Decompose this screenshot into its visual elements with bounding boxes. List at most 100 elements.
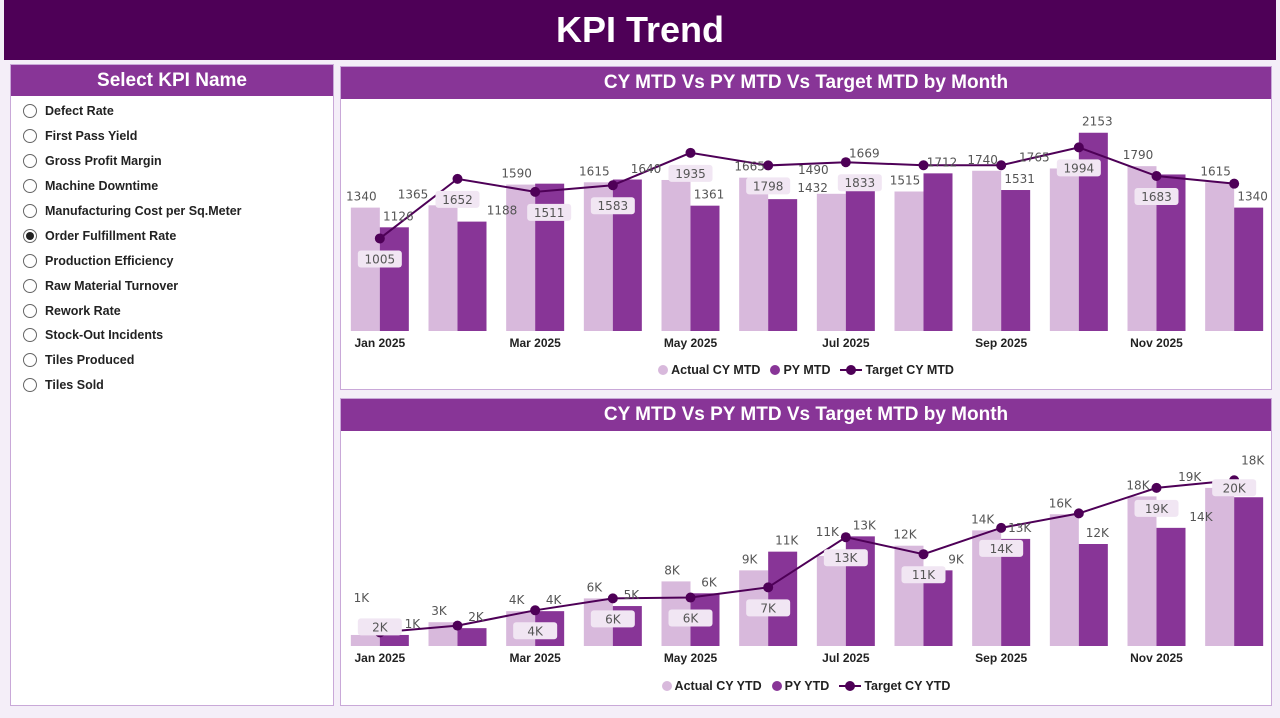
data-label-actual: 9K (742, 552, 759, 566)
target-point[interactable] (452, 173, 463, 184)
bar-actual[interactable] (350, 634, 380, 646)
data-label-target: 7K (760, 601, 777, 615)
bar-py[interactable] (379, 227, 409, 331)
target-point[interactable] (607, 180, 618, 191)
kpi-option[interactable]: Raw Material Turnover (11, 273, 333, 298)
target-point[interactable] (840, 532, 851, 543)
target-point[interactable] (374, 233, 385, 244)
target-point[interactable] (763, 582, 774, 593)
target-point[interactable] (840, 157, 851, 168)
bar-py[interactable] (379, 634, 409, 646)
bar-actual[interactable] (894, 191, 924, 331)
kpi-option[interactable]: Defect Rate (11, 99, 333, 124)
bar-py[interactable] (923, 173, 953, 331)
kpi-option[interactable]: Production Efficiency (11, 248, 333, 273)
target-point[interactable] (1229, 178, 1240, 189)
target-point[interactable] (530, 186, 541, 197)
kpi-option-label: Raw Material Turnover (45, 278, 179, 293)
target-point[interactable] (1151, 482, 1162, 493)
radio-icon[interactable] (23, 253, 37, 268)
target-point[interactable] (452, 620, 463, 631)
bar-py[interactable] (690, 205, 720, 331)
chart-legend: Actual CY YTD PY YTD Target CY YTD (341, 679, 1271, 693)
kpi-option[interactable]: Stock-Out Incidents (11, 323, 333, 348)
radio-icon[interactable] (23, 278, 37, 293)
data-label-py: 13K (1008, 521, 1032, 535)
data-label-py: 18K (1241, 453, 1265, 467)
bar-actual[interactable] (739, 177, 769, 331)
kpi-option[interactable]: First Pass Yield (11, 124, 333, 149)
bar-actual[interactable] (661, 179, 691, 331)
data-label-py: 1361 (694, 188, 725, 202)
data-label-actual: 1765 (1019, 150, 1050, 164)
kpi-option[interactable]: Rework Rate (11, 298, 333, 323)
legend-item-py[interactable]: PY YTD (771, 679, 829, 693)
radio-icon[interactable] (23, 129, 37, 144)
target-point[interactable] (1073, 142, 1084, 153)
bar-actual[interactable] (816, 193, 846, 331)
bar-actual[interactable] (1205, 487, 1235, 646)
radio-icon[interactable] (23, 204, 37, 218)
legend-item-actual[interactable]: Actual CY YTD (661, 679, 762, 693)
bar-py[interactable] (768, 199, 798, 331)
bar-py[interactable] (1001, 190, 1031, 331)
target-point[interactable] (685, 147, 696, 158)
kpi-option[interactable]: Manufacturing Cost per Sq.Meter (11, 199, 333, 224)
target-point[interactable] (685, 592, 696, 603)
bar-py[interactable] (845, 177, 875, 331)
radio-icon[interactable] (23, 353, 37, 368)
data-label-box (590, 197, 635, 215)
target-point[interactable] (1151, 171, 1162, 182)
data-label-box (1134, 188, 1179, 206)
bar-py[interactable] (1078, 544, 1108, 646)
target-point[interactable] (607, 593, 618, 604)
bar-py[interactable] (1156, 527, 1186, 646)
legend-item-target[interactable]: Target CY MTD (840, 363, 954, 377)
legend-item-actual[interactable]: Actual CY MTD (658, 363, 760, 377)
target-point[interactable] (918, 549, 929, 560)
kpi-option[interactable]: Machine Downtime (11, 174, 333, 199)
target-point[interactable] (1073, 508, 1084, 519)
data-label-actual: 1665 (734, 160, 765, 174)
data-label-py: 1126 (383, 209, 414, 223)
legend-item-py[interactable]: PY MTD (770, 363, 830, 377)
bar-actual[interactable] (1127, 496, 1157, 646)
target-point[interactable] (996, 160, 1007, 171)
bar-py[interactable] (768, 551, 798, 646)
bar-actual[interactable] (972, 170, 1002, 331)
kpi-option[interactable]: Tiles Produced (11, 348, 333, 373)
kpi-option[interactable]: Order Fulfillment Rate (11, 223, 333, 248)
target-point[interactable] (996, 522, 1007, 533)
kpi-option[interactable]: Gross Profit Margin (11, 149, 333, 174)
radio-icon[interactable] (23, 328, 37, 343)
target-point[interactable] (763, 160, 774, 171)
radio-icon[interactable] (23, 303, 37, 318)
target-point[interactable] (530, 605, 541, 616)
data-label-py: 2153 (1082, 115, 1113, 129)
radio-icon[interactable] (23, 104, 37, 119)
radio-selected-icon[interactable] (23, 228, 37, 243)
kpi-option[interactable]: Tiles Sold (11, 373, 333, 398)
target-point[interactable] (918, 160, 929, 171)
data-label-box (435, 190, 480, 208)
bar-py[interactable] (457, 221, 487, 331)
bar-py[interactable] (1234, 207, 1264, 331)
data-label-box (1134, 499, 1179, 517)
bar-actual[interactable] (1049, 514, 1079, 646)
x-tick-label: Jul 2025 (822, 336, 870, 350)
bar-py[interactable] (457, 628, 487, 646)
legend-item-target[interactable]: Target CY YTD (839, 679, 950, 693)
bar-py[interactable] (1234, 497, 1264, 646)
radio-icon[interactable] (23, 179, 37, 194)
bar-actual[interactable] (1049, 168, 1079, 331)
bar-actual[interactable] (428, 205, 458, 331)
radio-icon[interactable] (23, 378, 37, 393)
bar-actual[interactable] (894, 545, 924, 646)
data-label-py: 12K (1086, 526, 1110, 540)
bar-actual[interactable] (816, 555, 846, 646)
radio-icon[interactable] (23, 154, 37, 169)
kpi-option-label: Defect Rate (45, 104, 114, 119)
bar-actual[interactable] (1205, 182, 1235, 331)
bar-actual[interactable] (350, 207, 380, 331)
data-label-target: 1511 (534, 206, 565, 220)
